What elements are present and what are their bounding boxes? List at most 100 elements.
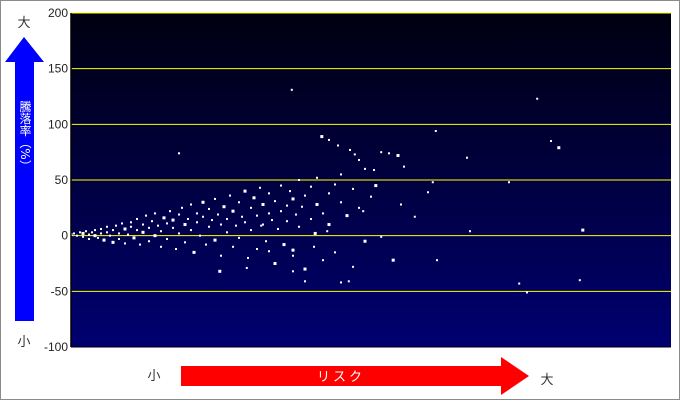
- data-point: [313, 245, 315, 248]
- data-point: [148, 240, 150, 243]
- data-point: [250, 206, 252, 209]
- data-point: [136, 217, 138, 220]
- data-point: [139, 243, 141, 246]
- data-point: [154, 212, 156, 215]
- data-point: [202, 215, 204, 218]
- data-point: [160, 245, 162, 248]
- data-point: [340, 201, 342, 204]
- data-point: [322, 212, 324, 215]
- data-point: [436, 259, 438, 262]
- data-point: [118, 232, 120, 235]
- data-point: [301, 205, 303, 208]
- data-point: [199, 234, 201, 237]
- data-point: [508, 181, 510, 184]
- data-point: [145, 214, 147, 217]
- data-point: [178, 152, 180, 155]
- data-point: [121, 222, 123, 225]
- data-point: [280, 184, 282, 187]
- data-point: [353, 153, 356, 156]
- data-point: [518, 282, 521, 285]
- data-point: [431, 181, 434, 184]
- data-point: [100, 232, 102, 235]
- data-point: [334, 251, 336, 254]
- data-point: [250, 229, 252, 232]
- data-point: [362, 210, 365, 213]
- data-point: [286, 220, 288, 223]
- data-point: [310, 185, 312, 188]
- data-point: [328, 192, 330, 195]
- data-point: [291, 197, 295, 201]
- data-point: [132, 236, 136, 240]
- data-point: [273, 262, 277, 265]
- data-point: [85, 230, 87, 233]
- data-point: [100, 227, 102, 230]
- data-point: [298, 179, 300, 181]
- data-point: [183, 223, 187, 227]
- data-point: [218, 269, 222, 273]
- data-point: [166, 222, 168, 225]
- up-arrow-icon: [5, 37, 44, 321]
- y-tick-label: -50: [51, 284, 69, 298]
- data-point: [192, 250, 196, 254]
- data-point: [316, 176, 318, 179]
- data-point: [166, 238, 168, 241]
- data-point: [326, 230, 329, 233]
- y-axis-title: 騰落率（%）: [18, 99, 32, 172]
- data-point: [303, 267, 307, 271]
- data-point: [196, 212, 198, 215]
- right-arrow-icon: [181, 357, 529, 395]
- data-point: [289, 190, 291, 193]
- data-point: [112, 229, 114, 232]
- data-point: [280, 210, 282, 213]
- data-point: [181, 206, 183, 209]
- data-point: [334, 183, 336, 186]
- data-point: [349, 148, 351, 151]
- data-point: [109, 234, 111, 237]
- y-tick-label: 100: [48, 117, 68, 131]
- data-point: [364, 167, 366, 170]
- data-point: [81, 231, 85, 235]
- data-point: [190, 229, 192, 232]
- data-point: [400, 203, 402, 206]
- data-point: [347, 280, 350, 283]
- data-point: [304, 280, 306, 283]
- data-point: [268, 192, 270, 195]
- data-point: [292, 254, 294, 257]
- data-point: [469, 230, 471, 233]
- data-point: [358, 158, 360, 161]
- data-point: [380, 235, 383, 238]
- data-point: [162, 216, 166, 220]
- data-point: [208, 207, 210, 210]
- data-point: [226, 217, 228, 220]
- data-point: [201, 200, 205, 204]
- data-point: [291, 248, 295, 252]
- x-high-label: 大: [540, 373, 553, 388]
- data-point: [413, 215, 416, 218]
- data-point: [274, 200, 276, 203]
- data-point: [313, 231, 317, 235]
- data-point: [581, 228, 585, 232]
- data-point: [352, 265, 354, 268]
- data-point: [82, 235, 84, 238]
- data-point: [262, 223, 264, 226]
- data-point: [97, 236, 99, 239]
- data-point: [328, 138, 330, 141]
- data-point: [245, 266, 248, 269]
- data-point: [536, 97, 539, 100]
- data-point: [178, 213, 180, 216]
- data-point: [196, 221, 198, 224]
- data-point: [298, 225, 300, 228]
- data-point: [304, 194, 306, 197]
- data-point: [345, 214, 349, 218]
- data-point: [130, 221, 132, 224]
- data-point: [94, 229, 96, 232]
- data-point: [190, 203, 192, 206]
- data-point: [310, 217, 312, 220]
- data-point: [123, 227, 127, 231]
- data-point: [265, 240, 267, 243]
- data-point: [235, 224, 237, 227]
- y-tick-label: 50: [55, 173, 69, 187]
- data-point: [106, 225, 108, 228]
- data-point: [205, 243, 207, 246]
- data-point: [184, 241, 186, 244]
